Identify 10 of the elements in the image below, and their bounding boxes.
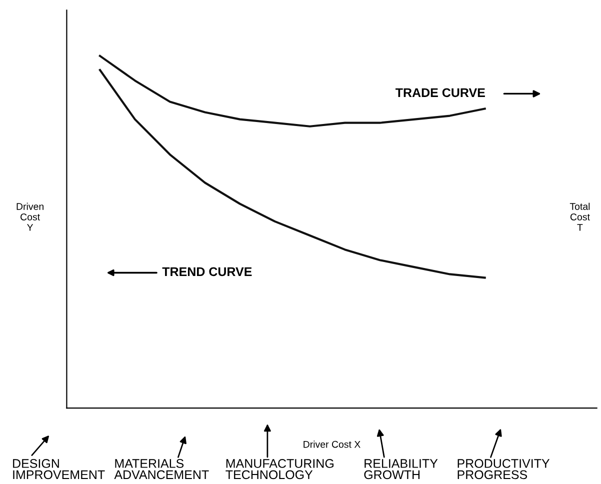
x-axis-title: Driver Cost X xyxy=(304,440,360,448)
text: Total Cost T xyxy=(570,202,590,231)
text: PRODUCTIVITY PROGRESS xyxy=(458,459,550,480)
y-axis-title: Driven Cost Y xyxy=(16,202,44,231)
annotation: TREND CURVE xyxy=(162,267,252,276)
text: MATERIALS ADVANCEMENT xyxy=(114,459,209,480)
annotation: TRADE CURVE xyxy=(396,88,485,98)
text: MANUFACTURING TECHNOLOGY xyxy=(226,459,334,480)
text: RELIABILITY GROWTH xyxy=(364,459,438,480)
text: DESIGN IMPROVEMENT xyxy=(13,459,105,480)
